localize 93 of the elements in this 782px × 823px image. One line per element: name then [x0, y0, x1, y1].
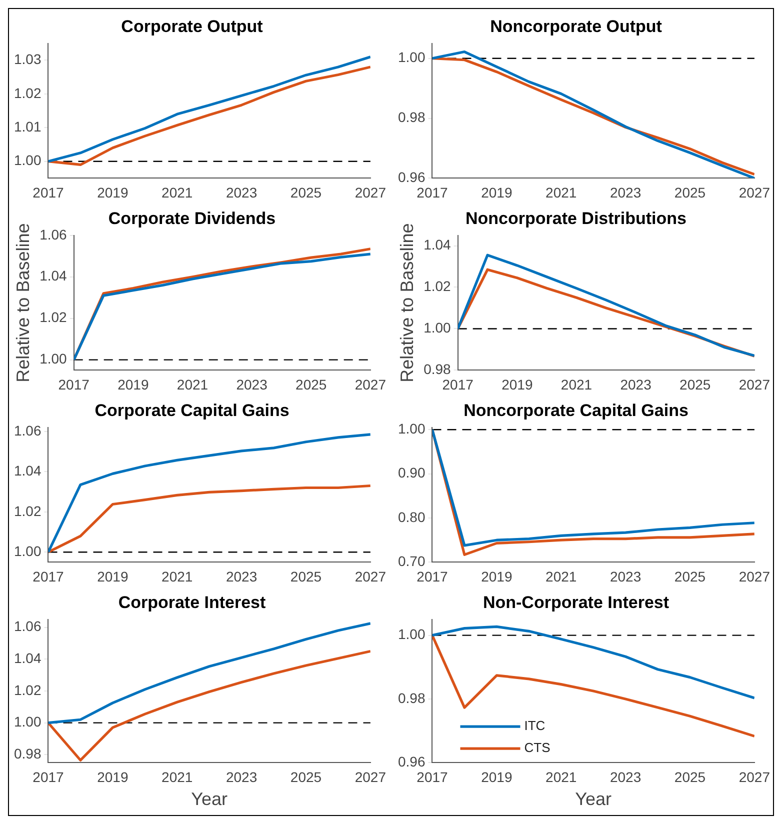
y-tick-label: 1.06: [40, 226, 68, 242]
y-tick-label: 0.98: [398, 690, 426, 706]
y-tick-label: 1.00: [398, 626, 426, 642]
x-tick-label: 2019: [481, 568, 512, 584]
x-axis-title: Year: [191, 789, 228, 810]
x-tick-label: 2019: [97, 768, 128, 785]
x-tick-label: 2027: [354, 376, 386, 392]
x-tick-label: 2023: [226, 568, 258, 584]
x-tick-label: 2025: [674, 568, 706, 584]
y-tick-label: 1.00: [14, 152, 42, 168]
x-tick-label: 2025: [290, 568, 322, 584]
x-tick-label: 2021: [546, 184, 577, 200]
x-tick-label: 2017: [442, 376, 474, 392]
x-tick-label: 2021: [546, 568, 577, 584]
chart-title: Corporate Dividends: [108, 208, 276, 228]
x-tick-label: 2025: [290, 768, 322, 785]
x-tick-label: 2023: [236, 376, 268, 392]
x-tick-label: 2023: [226, 768, 258, 785]
y-tick-label: 0.70: [398, 553, 426, 570]
x-tick-label: 2017: [32, 768, 64, 785]
y-tick-label: 1.06: [14, 618, 42, 634]
legend-label: ITC: [524, 718, 546, 734]
y-tick-label: 1.02: [14, 682, 42, 698]
legend-label: CTS: [524, 740, 551, 756]
y-tick-label: 0.98: [424, 361, 452, 378]
y-tick-label: 1.06: [14, 422, 42, 438]
x-tick-label: 2027: [354, 184, 386, 200]
x-tick-label: 2017: [416, 768, 448, 785]
y-tick-label: 0.98: [398, 109, 426, 126]
y-tick-label: 0.98: [14, 746, 42, 762]
y-tick-label: 0.80: [398, 508, 426, 525]
x-tick-label: 2017: [416, 184, 448, 200]
x-tick-label: 2017: [58, 376, 90, 392]
x-tick-label: 2017: [32, 184, 64, 200]
y-tick-label: 1.04: [40, 268, 68, 284]
x-tick-label: 2019: [481, 768, 512, 785]
x-tick-label: 2021: [546, 768, 577, 785]
y-axis-title: Relative to Baseline: [396, 223, 417, 382]
x-tick-label: 2023: [620, 376, 652, 392]
x-tick-label: 2021: [162, 568, 193, 584]
chart-title: Non-Corporate Interest: [482, 592, 670, 612]
y-tick-label: 0.96: [398, 753, 426, 770]
y-tick-label: 1.03: [14, 51, 42, 68]
x-tick-label: 2017: [416, 568, 448, 584]
x-tick-label: 2025: [674, 184, 706, 200]
chart-title: Corporate Interest: [118, 592, 266, 612]
chart-title: Noncorporate Output: [490, 16, 662, 36]
chart-title: Noncorporate Capital Gains: [464, 400, 688, 420]
y-tick-label: 1.04: [14, 650, 42, 666]
x-tick-label: 2025: [680, 376, 711, 392]
x-tick-label: 2023: [610, 568, 642, 584]
x-tick-label: 2021: [560, 376, 592, 392]
x-tick-label: 2019: [502, 376, 533, 392]
x-tick-label: 2023: [610, 768, 642, 785]
x-tick-label: 2019: [481, 184, 512, 200]
x-axis-title: Year: [575, 789, 612, 810]
y-tick-label: 1.00: [14, 714, 42, 730]
x-tick-label: 2027: [738, 568, 770, 584]
y-tick-label: 1.04: [14, 462, 42, 479]
y-tick-label: 1.00: [14, 543, 42, 559]
x-tick-label: 2025: [290, 184, 322, 200]
x-tick-label: 2019: [118, 376, 149, 392]
x-tick-label: 2027: [738, 376, 770, 392]
y-tick-label: 1.02: [14, 84, 42, 101]
x-tick-label: 2021: [162, 768, 193, 785]
x-tick-label: 2027: [738, 768, 770, 785]
y-tick-label: 1.02: [424, 278, 452, 294]
y-tick-label: 1.00: [398, 49, 426, 66]
x-tick-label: 2027: [354, 768, 386, 785]
x-tick-label: 2023: [610, 184, 642, 200]
y-tick-label: 1.01: [14, 118, 42, 135]
y-tick-label: 1.00: [398, 420, 426, 436]
x-tick-label: 2027: [738, 184, 770, 200]
x-tick-label: 2019: [97, 568, 128, 584]
x-tick-label: 2023: [226, 184, 258, 200]
y-tick-label: 0.90: [398, 464, 426, 481]
y-tick-label: 1.00: [40, 350, 68, 367]
y-tick-label: 1.02: [14, 502, 42, 519]
x-tick-label: 2027: [354, 568, 386, 584]
y-axis-title: Relative to Baseline: [12, 223, 33, 382]
x-tick-label: 2017: [32, 568, 64, 584]
x-tick-label: 2025: [296, 376, 327, 392]
chart-title: Noncorporate Distributions: [465, 208, 687, 228]
x-tick-label: 2021: [176, 376, 208, 392]
x-tick-label: 2019: [97, 184, 128, 200]
y-tick-label: 1.00: [424, 320, 452, 336]
x-tick-label: 2025: [674, 768, 706, 785]
y-tick-label: 1.02: [40, 309, 68, 326]
chart-title: Corporate Capital Gains: [94, 400, 290, 420]
y-tick-label: 0.96: [398, 169, 426, 186]
x-tick-label: 2021: [162, 184, 193, 200]
y-tick-label: 1.04: [424, 236, 452, 253]
chart-title: Corporate Output: [121, 16, 264, 36]
